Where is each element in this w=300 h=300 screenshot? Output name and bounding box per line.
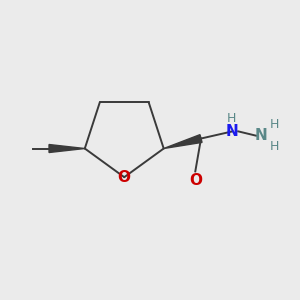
Polygon shape <box>49 145 85 152</box>
Text: H: H <box>269 118 279 131</box>
Text: O: O <box>118 170 131 185</box>
Text: N: N <box>255 128 268 143</box>
Text: H: H <box>226 112 236 125</box>
Text: N: N <box>226 124 239 139</box>
Polygon shape <box>164 135 202 148</box>
Text: O: O <box>189 173 202 188</box>
Text: H: H <box>269 140 279 153</box>
